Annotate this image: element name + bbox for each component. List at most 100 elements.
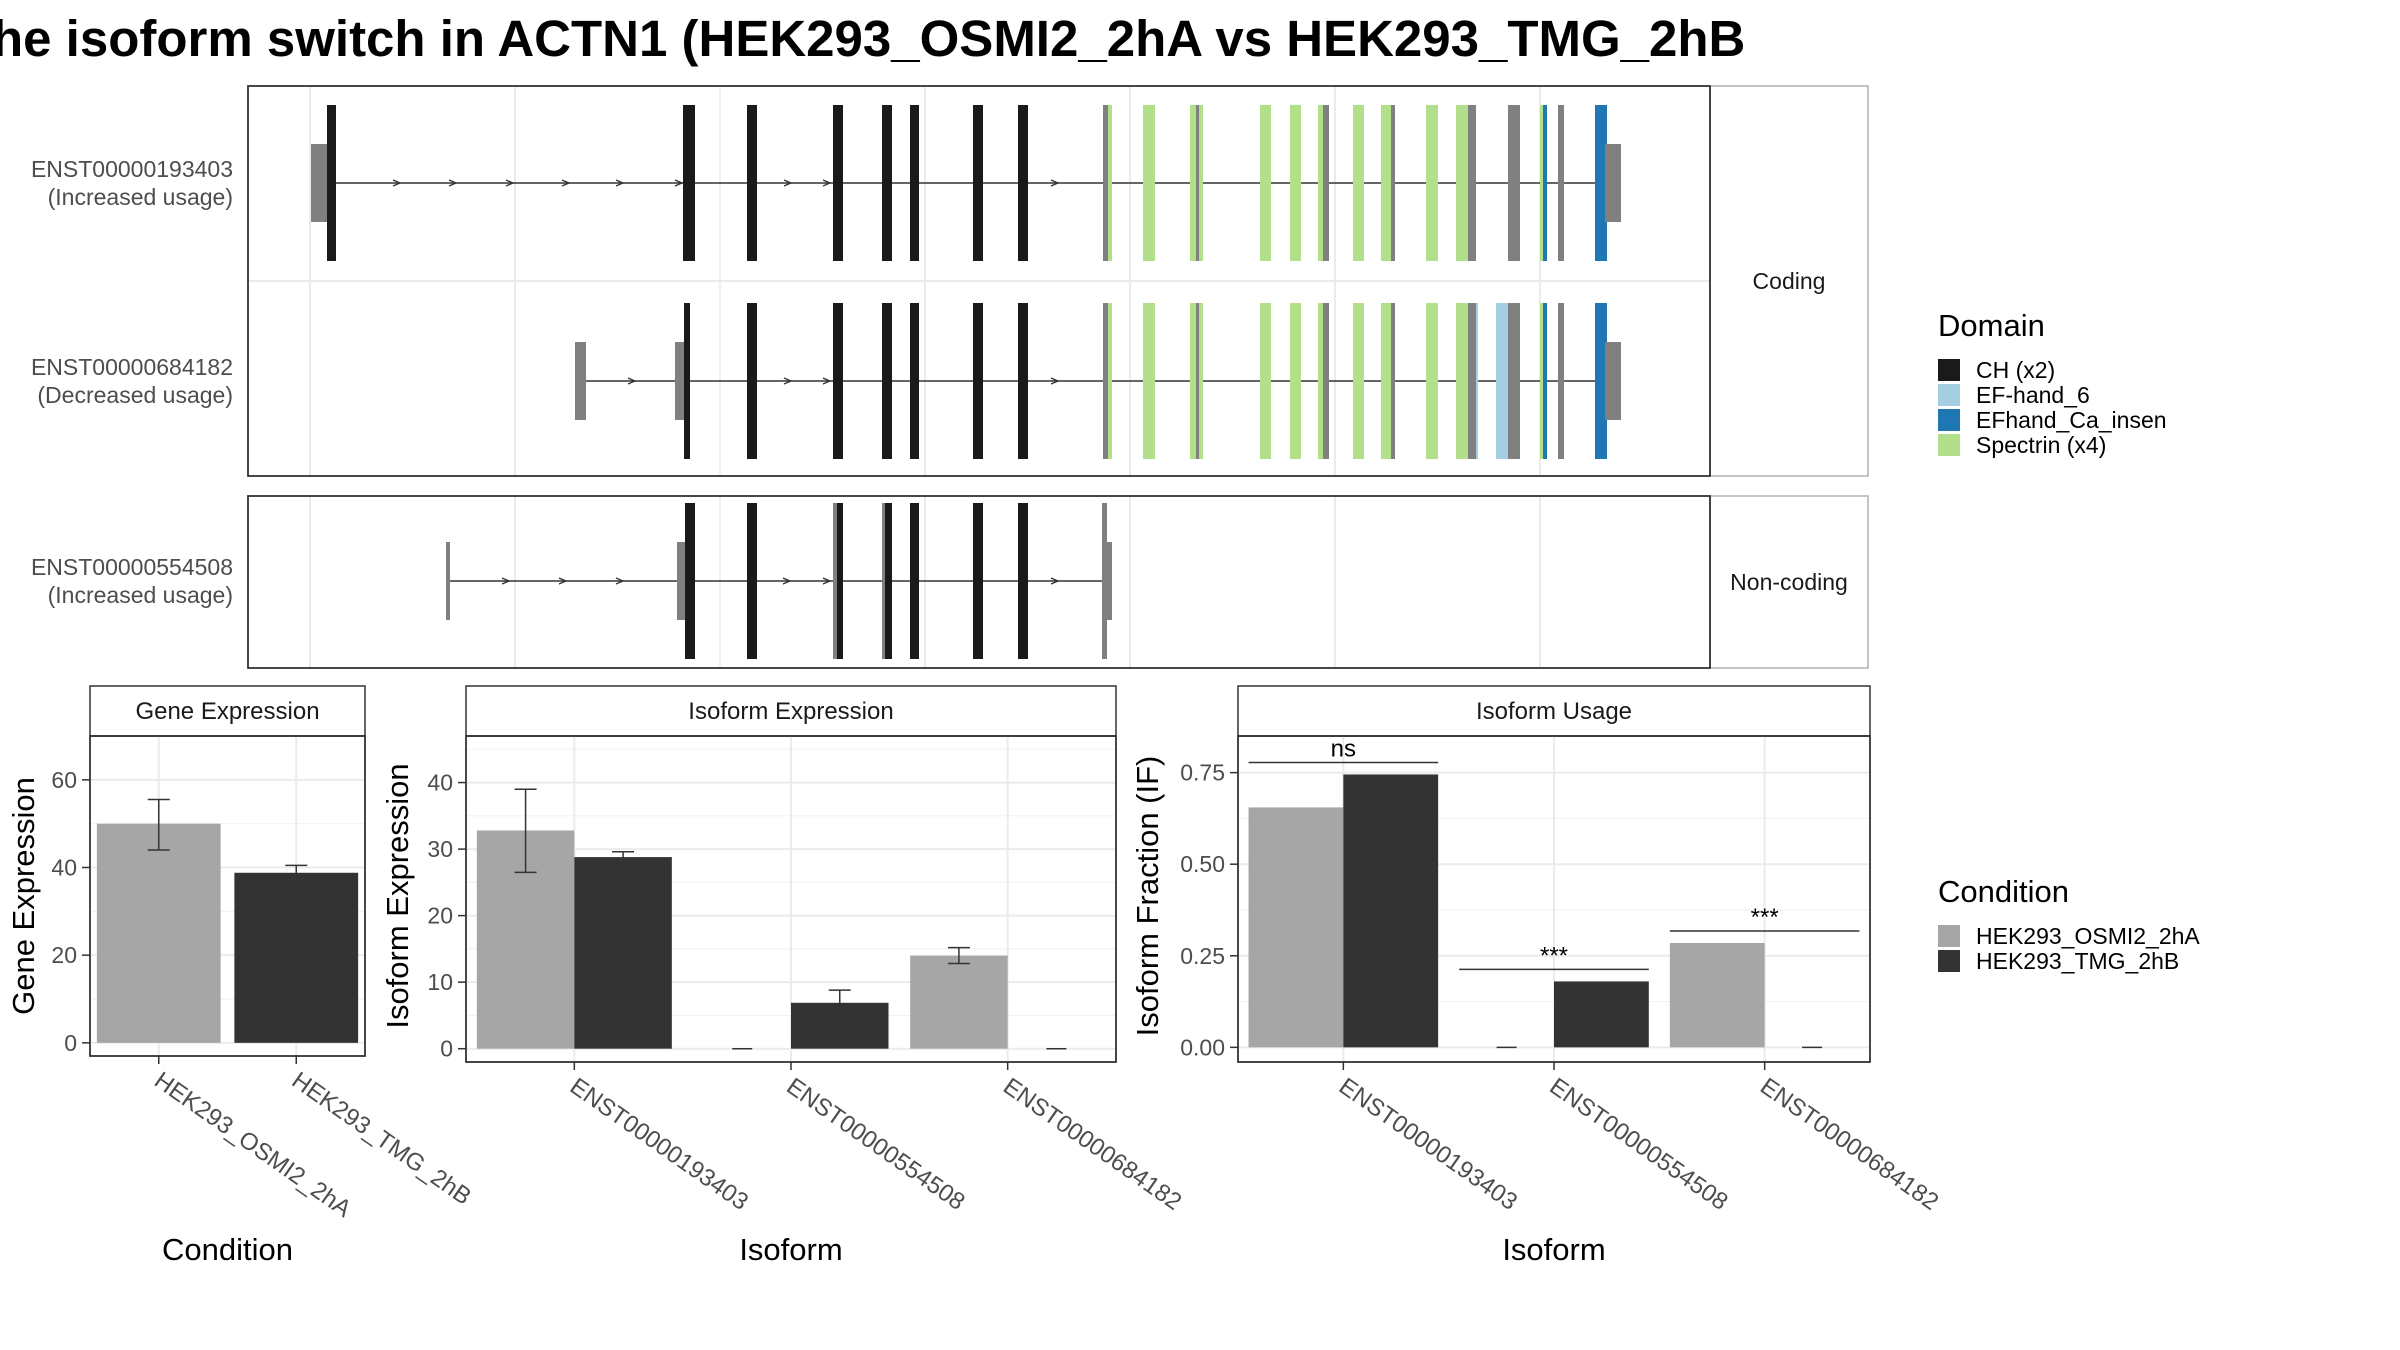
- x-axis-title: Condition: [162, 1232, 293, 1267]
- utr-exon: [1102, 503, 1107, 659]
- direction-arrow: [448, 179, 458, 187]
- exon-edge: [1468, 105, 1476, 261]
- noncoding-panel-border: [247, 495, 1711, 669]
- cds-exon: [747, 303, 757, 459]
- domain-legend-label: EF-hand_6: [1976, 382, 2090, 408]
- exon-edge: [1391, 303, 1395, 459]
- y-tick-label: 20: [51, 942, 77, 968]
- transcript-structure-panel: CodingNon-codingENST00000193403(Increase…: [31, 85, 1869, 669]
- exon-edge: [1103, 105, 1108, 261]
- exon-edge: [882, 503, 885, 659]
- significance-label: ns: [1331, 735, 1356, 762]
- direction-arrow: [558, 577, 568, 585]
- cds-exon: [1381, 105, 1394, 261]
- direction-arrow: [1050, 179, 1060, 187]
- cds-exon: [833, 303, 843, 459]
- exon-edge: [1508, 303, 1520, 459]
- cds-exon: [882, 105, 892, 261]
- domain-legend-swatch: [1938, 384, 1960, 406]
- cds-exon: [683, 105, 695, 261]
- cds-exon: [1260, 105, 1271, 261]
- y-tick-label: 0.25: [1180, 943, 1225, 969]
- panel-strip-title: Isoform Expression: [688, 698, 893, 725]
- cds-exon: [747, 105, 757, 261]
- bar: [1554, 981, 1649, 1048]
- noncoding-panel-strip-label: Non-coding: [1730, 569, 1848, 595]
- x-axis-title: Isoform: [1502, 1232, 1605, 1267]
- noncoding-panel-strip: [1709, 495, 1869, 669]
- utr-exon: [1605, 342, 1621, 420]
- cds-exon: [1595, 303, 1607, 459]
- cds-exon: [833, 503, 843, 659]
- exon-edge: [833, 503, 837, 659]
- bar: [1343, 774, 1439, 1048]
- exon-edge: [1103, 303, 1108, 459]
- figure-title: he isoform switch in ACTN1 (HEK293_OSMI2…: [0, 10, 1745, 67]
- x-tick-label: ENST00000193403: [1334, 1073, 1522, 1216]
- bar: [234, 872, 359, 1043]
- coding-panel-border: [247, 85, 1711, 477]
- exon-edge: [1508, 105, 1520, 261]
- cds-exon: [1353, 303, 1364, 459]
- exon-edge: [1323, 105, 1329, 261]
- cds-exon: [973, 105, 983, 261]
- cds-exon: [1595, 105, 1607, 261]
- direction-arrow: [1050, 377, 1060, 385]
- domain-legend-label: EFhand_Ca_insen: [1976, 407, 2167, 433]
- coding-panel-strip-label: Coding: [1753, 268, 1826, 294]
- ef-hand-exon: [1496, 303, 1509, 459]
- panel-strip: [1237, 685, 1871, 737]
- utr-exon: [1605, 144, 1621, 222]
- direction-arrow: [615, 179, 625, 187]
- x-axis-title: Isoform: [739, 1232, 842, 1267]
- cds-exon: [833, 105, 843, 261]
- transcript-id-label: ENST00000684182: [31, 354, 233, 380]
- x-tick-label: ENST00000684182: [1755, 1073, 1943, 1216]
- cds-exon: [1018, 105, 1028, 261]
- y-tick-label: 0: [64, 1030, 77, 1056]
- significance-label: ***: [1540, 942, 1568, 969]
- panel-border: [1237, 735, 1871, 1063]
- cds-exon: [1456, 105, 1469, 261]
- x-tick-label: ENST00000554508: [782, 1073, 970, 1216]
- exon-edge: [1558, 303, 1564, 459]
- exon-edge: [1323, 303, 1329, 459]
- cds-exon: [1543, 303, 1547, 459]
- bar: [96, 823, 221, 1043]
- cds-exon: [1543, 105, 1547, 261]
- cds-exon: [1143, 105, 1155, 261]
- x-tick-label: ENST00000554508: [1545, 1073, 1733, 1216]
- domain-legend-swatch: [1938, 409, 1960, 431]
- exon-edge: [1558, 105, 1564, 261]
- cds-exon: [973, 303, 983, 459]
- cds-exon: [747, 503, 757, 659]
- direction-arrow: [392, 179, 402, 187]
- utr-exon: [575, 342, 586, 420]
- y-tick-label: 20: [427, 903, 453, 929]
- direction-arrow: [783, 377, 793, 385]
- exon-edge: [1196, 105, 1199, 261]
- cds-exon: [882, 303, 892, 459]
- cds-exon: [1018, 303, 1028, 459]
- cds-exon: [1426, 303, 1438, 459]
- domain-legend-label: Spectrin (x4): [1976, 432, 2106, 458]
- y-tick-label: 0.50: [1180, 851, 1225, 877]
- direction-arrow: [822, 179, 832, 187]
- direction-arrow: [505, 179, 515, 187]
- cds-exon: [684, 303, 690, 459]
- cds-exon: [973, 503, 983, 659]
- bar: [1669, 942, 1765, 1048]
- cds-exon: [1456, 303, 1469, 459]
- exon-edge: [1468, 303, 1476, 459]
- panel-strip-title: Gene Expression: [135, 698, 319, 725]
- x-tick-label: ENST00000193403: [565, 1073, 753, 1216]
- cds-exon: [910, 105, 919, 261]
- y-tick-label: 0.75: [1180, 760, 1225, 786]
- bar: [1248, 807, 1344, 1048]
- direction-arrow: [822, 377, 832, 385]
- y-axis-title: Gene Expression: [6, 777, 41, 1015]
- direction-arrow: [615, 577, 625, 585]
- cds-exon: [1290, 105, 1301, 261]
- cds-exon: [1290, 303, 1301, 459]
